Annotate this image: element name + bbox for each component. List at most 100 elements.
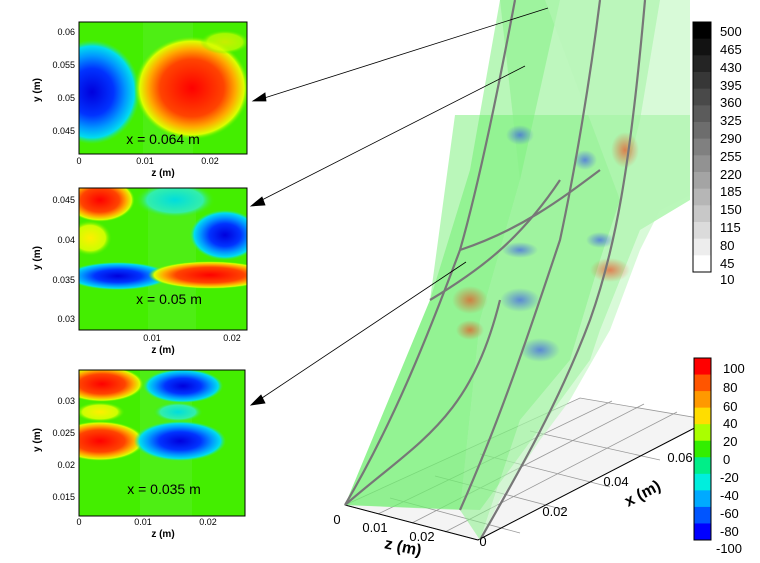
color-colorbar-label: 100 xyxy=(723,361,745,376)
y-tick-label: 0.06 xyxy=(57,27,75,37)
color-colorbar-label: -80 xyxy=(720,524,739,539)
gray-colorbar-label: 185 xyxy=(720,184,742,199)
y-tick-label: 0.04 xyxy=(57,235,75,245)
color-colorbar-label: 20 xyxy=(723,434,737,449)
gray-colorbar-label: 360 xyxy=(720,95,742,110)
x-tick-label: 0.02 xyxy=(542,504,567,519)
gray-colorbar-label: 220 xyxy=(720,167,742,182)
duct-body xyxy=(345,0,690,540)
color-colorbar-label: -60 xyxy=(720,506,739,521)
y-tick-label: 0.045 xyxy=(52,126,75,136)
color-colorbar-cell xyxy=(694,407,711,425)
gray-colorbar-cell xyxy=(693,222,711,240)
color-colorbar-label: 60 xyxy=(723,399,737,414)
gray-colorbar-cell xyxy=(693,255,711,273)
gray-colorbar-cell xyxy=(693,172,711,190)
x-tick-label: 0.01 xyxy=(134,517,152,527)
y-tick-label: 0.015 xyxy=(52,492,75,502)
y-tick-label: 0.035 xyxy=(52,275,75,285)
color-colorbar-cell xyxy=(694,490,711,508)
pointer-arrowhead xyxy=(249,394,266,406)
color-colorbar-label: -100 xyxy=(716,541,742,556)
color-colorbar-cell xyxy=(694,440,711,458)
panel-x-005: 0.045 0.04 0.035 0.03 0.01 0.02 z (m) y … xyxy=(32,187,248,356)
gray-colorbar-label: 325 xyxy=(720,113,742,128)
x-tick-label: 0 xyxy=(479,534,486,549)
slice-pointers xyxy=(249,7,549,406)
pointer-line xyxy=(257,7,549,101)
gray-colorbar-label: 45 xyxy=(720,256,734,271)
pointer-line xyxy=(255,261,467,403)
color-colorbar-cell xyxy=(694,374,711,392)
color-colorbar-cell xyxy=(694,391,711,409)
gray-colorbar-label: 430 xyxy=(720,60,742,75)
duct-outlines xyxy=(344,0,647,541)
color-colorbar-cell xyxy=(694,523,711,541)
gray-colorbar-cell xyxy=(693,72,711,90)
y-tick-label: 0.025 xyxy=(52,428,75,438)
gray-colorbar-cell xyxy=(693,138,711,156)
x-tick-label: 0.02 xyxy=(201,156,219,166)
pointer-line xyxy=(255,65,526,204)
color-colorbar-cell xyxy=(694,473,711,491)
color-colorbar: 100 80 60 40 20 0 -20 -40 -60 -80 -100 xyxy=(693,357,745,556)
slice-position-label: x = 0.035 m xyxy=(127,481,201,497)
three-d-view: 0 0.01 0.02 z (m) 0 0.02 0.04 0.06 x (m) xyxy=(333,0,712,560)
gray-colorbar-cell xyxy=(693,22,711,40)
slice-position-label: x = 0.05 m xyxy=(136,291,202,307)
z-tick-label: 0 xyxy=(333,512,340,527)
x-tick-label: 0.01 xyxy=(143,333,161,343)
gray-colorbar-label: 115 xyxy=(720,220,741,235)
slice-position-label: x = 0.064 m xyxy=(126,131,200,147)
gray-colorbar: 500 465 430 395 360 325 290 255 220 185 … xyxy=(692,21,742,287)
gray-colorbar-cell xyxy=(693,38,711,56)
color-colorbar-cell xyxy=(694,358,711,376)
gray-colorbar-cell xyxy=(693,238,711,256)
gray-colorbar-cell xyxy=(693,122,711,140)
gray-colorbar-label: 150 xyxy=(720,202,742,217)
z-tick-label: 0.01 xyxy=(362,520,387,535)
gray-colorbar-label: 255 xyxy=(720,149,742,164)
gray-colorbar-label: 290 xyxy=(720,131,742,146)
color-colorbar-label: 40 xyxy=(723,416,737,431)
gray-colorbar-label: 500 xyxy=(720,24,742,39)
color-colorbar-label: -40 xyxy=(720,488,739,503)
gray-colorbar-cell xyxy=(693,155,711,173)
x-tick-label: 0.02 xyxy=(199,517,217,527)
panel-y-label: y (m) xyxy=(32,78,43,102)
pointer-arrowhead xyxy=(251,92,267,102)
panel-y-label: y (m) xyxy=(32,428,43,452)
gray-colorbar-cell xyxy=(693,105,711,123)
color-colorbar-label: 0 xyxy=(723,452,730,467)
y-tick-label: 0.03 xyxy=(57,314,75,324)
x-tick-label: 0.06 xyxy=(667,450,692,465)
color-colorbar-label: -20 xyxy=(720,470,739,485)
panel-x-0035: 0.03 0.025 0.02 0.015 0 0.01 0.02 z (m) … xyxy=(32,369,246,540)
color-colorbar-cell xyxy=(694,506,711,524)
color-colorbar-cell xyxy=(694,457,711,475)
pointer-arrowhead xyxy=(249,196,266,207)
y-tick-label: 0.05 xyxy=(57,93,75,103)
panel-x-label: z (m) xyxy=(151,529,174,540)
color-colorbar-label: 80 xyxy=(723,380,737,395)
panel-x-label: z (m) xyxy=(151,168,174,179)
gray-colorbar-label: 10 xyxy=(720,272,734,287)
color-colorbar-cell xyxy=(694,424,711,442)
gray-colorbar-label: 465 xyxy=(720,42,742,57)
y-tick-label: 0.055 xyxy=(52,60,75,70)
panel-y-label: y (m) xyxy=(32,246,43,270)
gray-colorbar-label: 80 xyxy=(720,238,734,253)
z-tick-label: 0.02 xyxy=(409,529,434,544)
gray-colorbar-cell xyxy=(693,88,711,106)
gray-colorbar-cell xyxy=(693,205,711,223)
x-tick-label: 0 xyxy=(76,156,81,166)
gray-colorbar-label: 395 xyxy=(720,78,742,93)
y-tick-label: 0.02 xyxy=(57,460,75,470)
x-tick-label: 0.04 xyxy=(603,474,628,489)
gray-colorbar-cell xyxy=(693,188,711,206)
x-tick-label: 0.01 xyxy=(136,156,154,166)
x-tick-label: 0 xyxy=(76,517,81,527)
x-tick-label: 0.02 xyxy=(223,333,241,343)
panel-x-0064: 0.06 0.055 0.05 0.045 0 0.01 0.02 z (m) … xyxy=(32,21,248,179)
